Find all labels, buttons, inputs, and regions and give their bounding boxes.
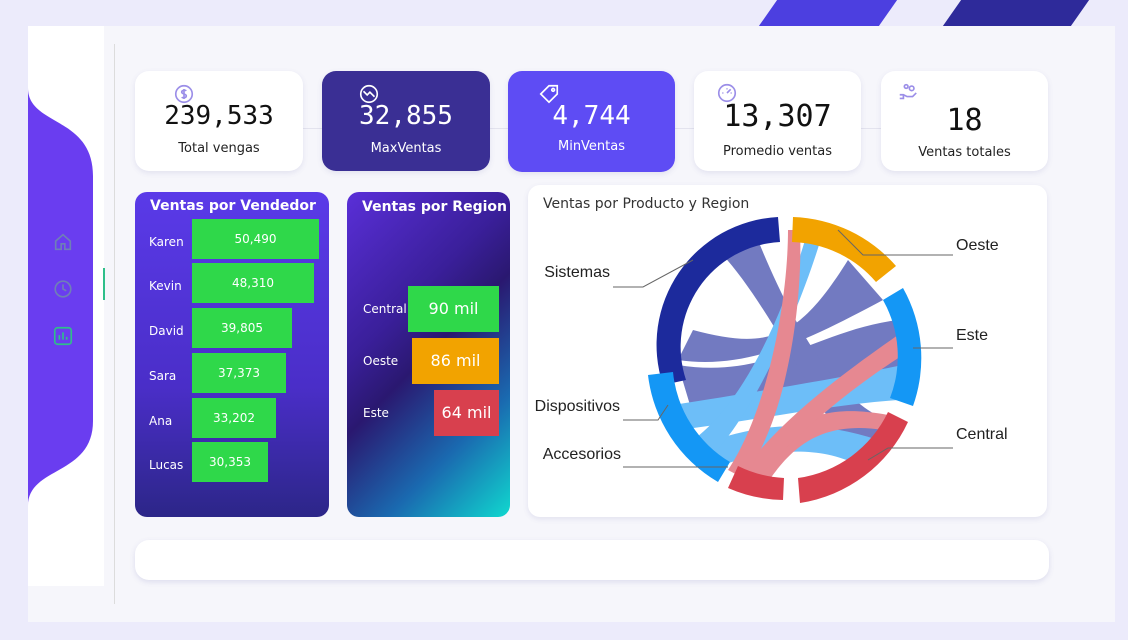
kpi-count-label: Ventas totales [918, 145, 1011, 160]
leader-sistemas [613, 259, 694, 288]
region-name: Central [363, 302, 407, 316]
chord-diagram: Oeste Este Central Accesorios Dispositiv… [535, 217, 1008, 503]
vendedor-chart: Ventas por Vendedor Karen 50,490 Kevin 48,3… [135, 192, 329, 517]
tag-icon [538, 83, 560, 105]
trend-down-icon [358, 83, 380, 105]
arc-sistemas [656, 217, 780, 385]
vendedor-name: Lucas [149, 458, 184, 472]
leader-central [867, 447, 953, 461]
kpi-avg-label: Promedio ventas [722, 144, 832, 159]
kpi-count-value: 18 [946, 103, 983, 138]
leader-oeste [837, 229, 953, 256]
header-stripe [942, 0, 1090, 26]
clock-icon[interactable] [52, 278, 74, 300]
kpi-total-card: 239,533 Total vengas [135, 71, 303, 171]
ribbon-sistemas-este [678, 320, 908, 415]
vendedor-bar: 30,353 [192, 442, 268, 482]
vendedor-name: David [149, 324, 184, 338]
dollar-icon [173, 83, 195, 105]
sidebar-wave [28, 88, 93, 506]
home-icon[interactable] [52, 231, 74, 253]
kpi-min-value: 4,744 [552, 101, 631, 131]
chord-label-central: Central [956, 426, 1008, 443]
divider [114, 44, 115, 604]
chord-label-accesorios: Accesorios [543, 446, 621, 463]
vendedor-bar: 50,490 [192, 219, 319, 259]
ribbon-accesorios-este [738, 335, 903, 485]
bar-chart-icon[interactable] [52, 325, 74, 347]
chord-label-oeste: Oeste [956, 237, 999, 254]
kpi-min-card: 4,744 MinVentas [508, 71, 675, 172]
region-name: Oeste [363, 354, 399, 368]
vendedor-name: Kevin [149, 279, 182, 293]
hand-coins-icon [897, 81, 919, 103]
chord-label-sistemas: Sistemas [544, 264, 610, 281]
region-bar: 86 mil [412, 338, 499, 384]
kpi-avg-value: 13,307 [723, 99, 832, 134]
arc-dispositivos [648, 372, 730, 482]
ribbon-accesorios-oeste [728, 230, 801, 478]
kpi-count-card: 18 Ventas totales [881, 71, 1048, 171]
kpi-min-label: MinVentas [557, 139, 626, 154]
vendedor-bar: 39,805 [192, 308, 292, 348]
vendedor-bar: 33,202 [192, 398, 276, 438]
kpi-total-label: Total vengas [178, 141, 260, 156]
active-nav-indicator [103, 268, 105, 300]
bottom-panel [135, 540, 1049, 580]
region-chart: Ventas por Region Central 90 mil Oeste 86 m… [347, 192, 510, 517]
header-stripe [758, 0, 898, 26]
kpi-avg-card: 13,307 Promedio ventas [694, 71, 861, 171]
vendedor-bar: 37,373 [192, 353, 286, 393]
kpi-max-value: 32,855 [359, 101, 453, 131]
speedometer-icon [716, 82, 738, 104]
kpi-max-card: 32,855 MaxVentas [322, 71, 490, 171]
ribbon-sistemas-oeste [678, 260, 883, 362]
region-chart-title: Ventas por Region [362, 199, 507, 215]
vendedor-chart-title: Ventas por Vendedor [150, 198, 316, 214]
arc-oeste [792, 217, 896, 282]
vendedor-bar: 48,310 [192, 263, 314, 303]
sidebar [28, 26, 104, 586]
region-name: Este [363, 406, 389, 420]
leader-dispositivos [623, 404, 669, 421]
chord-label-dispositivos: Dispositivos [535, 398, 620, 415]
region-bar: 64 mil [434, 390, 499, 436]
vendedor-name: Ana [149, 414, 173, 428]
chord-label-este: Este [956, 327, 988, 344]
chord-chart-title: Ventas por Producto y Region [543, 196, 750, 212]
chord-chart: Ventas por Producto y Region [528, 185, 1047, 517]
arc-central [798, 412, 908, 503]
vendedor-name: Sara [149, 369, 177, 383]
vendedor-name: Karen [149, 235, 184, 249]
arc-este [883, 288, 922, 406]
region-bar: 90 mil [408, 286, 499, 332]
arc-accesorios [728, 466, 784, 500]
kpi-max-label: MaxVentas [370, 141, 442, 156]
kpi-total-value: 239,533 [164, 101, 274, 131]
